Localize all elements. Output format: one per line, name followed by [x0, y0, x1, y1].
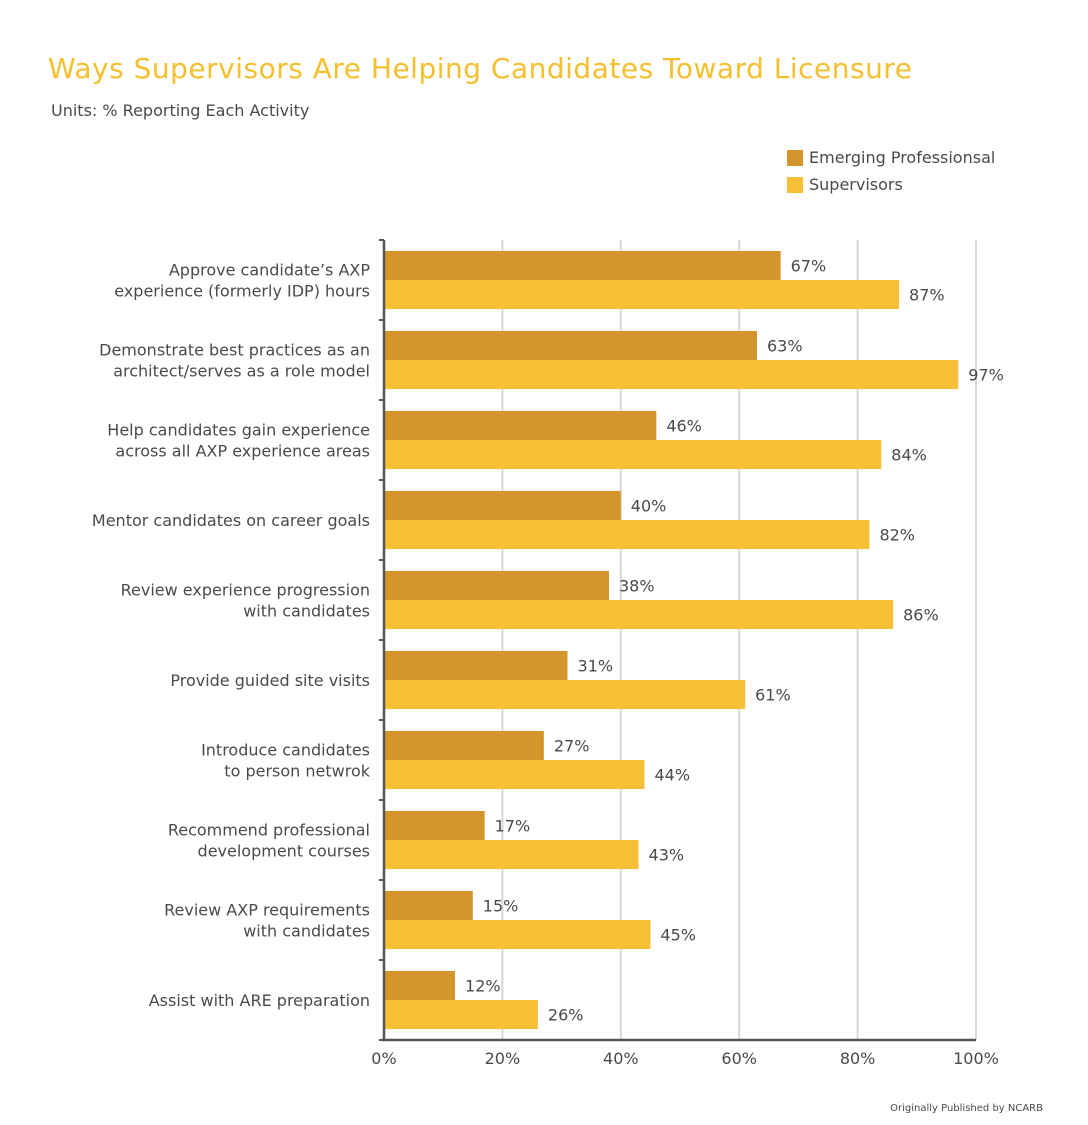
- category-label: with candidates: [243, 602, 370, 621]
- bar: [384, 360, 959, 389]
- category-label: across all AXP experience areas: [115, 442, 370, 461]
- category-label: Assist with ARE preparation: [149, 991, 370, 1010]
- x-tick-label: 40%: [603, 1049, 639, 1068]
- data-label: 44%: [654, 766, 690, 785]
- bar: [384, 680, 746, 709]
- category-label: Recommend professional: [168, 821, 370, 840]
- data-label: 86%: [903, 606, 939, 625]
- category-label: with candidates: [243, 922, 370, 941]
- bar: [384, 600, 894, 629]
- data-label: 38%: [619, 577, 655, 596]
- category-label: to person netwrok: [224, 762, 370, 781]
- bar: [384, 331, 757, 360]
- category-label: Mentor candidates on career goals: [92, 511, 370, 530]
- bar: [384, 251, 781, 280]
- x-tick-label: 0%: [371, 1049, 396, 1068]
- bar: [384, 920, 651, 949]
- bar: [384, 971, 456, 1000]
- bar: [384, 440, 882, 469]
- x-tick-label: 60%: [721, 1049, 757, 1068]
- bar: [384, 491, 621, 520]
- legend-item-supervisors: Supervisors: [787, 171, 995, 198]
- data-label: 87%: [909, 286, 945, 305]
- x-tick-label: 100%: [953, 1049, 999, 1068]
- category-label: Review AXP requirements: [164, 901, 370, 920]
- bar: [384, 840, 639, 869]
- bar: [384, 411, 657, 440]
- bar: [384, 731, 544, 760]
- data-label: 63%: [767, 337, 803, 356]
- data-label: 84%: [891, 446, 927, 465]
- category-label: Approve candidate’s AXP: [169, 261, 371, 280]
- legend-label-supervisors: Supervisors: [809, 175, 903, 194]
- data-label: 67%: [791, 257, 827, 276]
- data-label: 31%: [578, 657, 614, 676]
- category-label: Introduce candidates: [201, 741, 370, 760]
- bar: [384, 280, 900, 309]
- legend-item-emerging: Emerging Professionsal: [787, 144, 995, 171]
- category-label: Review experience progression: [121, 581, 370, 600]
- bar: [384, 811, 485, 840]
- bar: [384, 520, 870, 549]
- legend: Emerging Professionsal Supervisors: [787, 144, 995, 198]
- bar: [384, 760, 645, 789]
- data-label: 27%: [554, 737, 590, 756]
- legend-swatch-emerging: [787, 149, 803, 166]
- bar: [384, 891, 473, 920]
- category-label: architect/serves as a role model: [113, 362, 370, 381]
- bar: [384, 571, 609, 600]
- data-label: 61%: [755, 686, 791, 705]
- chart-title: Ways Supervisors Are Helping Candidates …: [48, 52, 913, 85]
- data-label: 12%: [465, 977, 501, 996]
- chart-subtitle: Units: % Reporting Each Activity: [51, 101, 310, 120]
- data-label: 43%: [649, 846, 685, 865]
- credit-text: Originally Published by NCARB: [890, 1103, 1043, 1114]
- data-label: 26%: [548, 1006, 584, 1025]
- data-label: 17%: [495, 817, 531, 836]
- legend-swatch-supervisors: [787, 176, 803, 193]
- category-label: Provide guided site visits: [170, 671, 370, 690]
- bar: [384, 1000, 538, 1029]
- x-tick-label: 20%: [485, 1049, 521, 1068]
- x-tick-label: 80%: [840, 1049, 876, 1068]
- category-label: development courses: [198, 842, 370, 861]
- data-label: 40%: [631, 497, 667, 516]
- category-label: experience (formerly IDP) hours: [114, 282, 370, 301]
- category-label: Help candidates gain experience: [107, 421, 370, 440]
- data-label: 82%: [879, 526, 915, 545]
- data-label: 15%: [483, 897, 519, 916]
- bar: [384, 651, 568, 680]
- legend-label-emerging: Emerging Professionsal: [809, 148, 996, 167]
- data-label: 97%: [968, 366, 1004, 385]
- data-label: 46%: [666, 417, 702, 436]
- data-label: 45%: [660, 926, 696, 945]
- category-label: Demonstrate best practices as an: [99, 341, 370, 360]
